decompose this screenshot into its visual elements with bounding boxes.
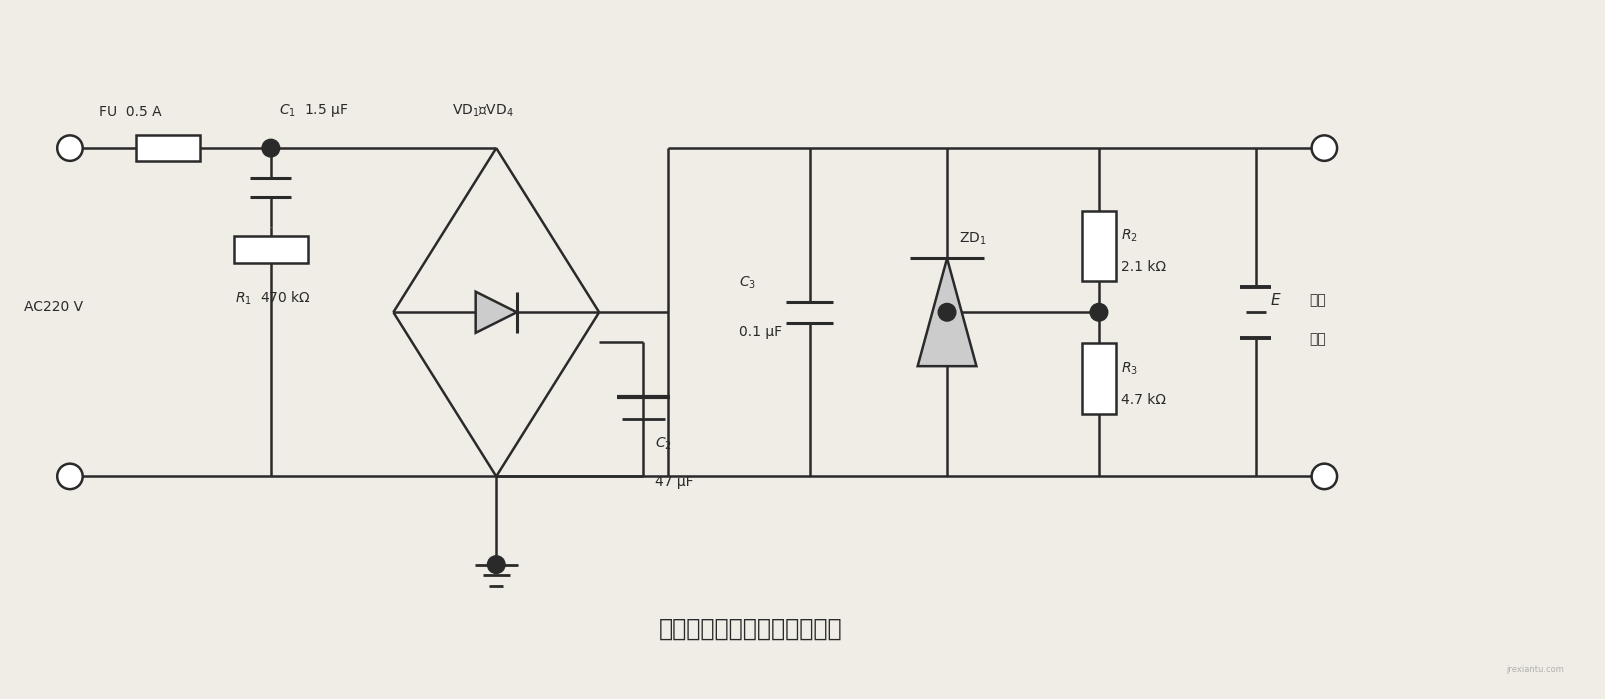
Text: $R_2$: $R_2$ <box>1120 228 1138 244</box>
Text: ZD$_1$: ZD$_1$ <box>958 230 987 247</box>
Bar <box>234 236 308 263</box>
Circle shape <box>262 139 279 157</box>
Text: jrexiantu.com: jrexiantu.com <box>1507 665 1565 675</box>
Text: $R_3$: $R_3$ <box>1120 361 1138 377</box>
Bar <box>1082 210 1115 281</box>
Text: $C_1$  1.5 μF: $C_1$ 1.5 μF <box>279 102 348 119</box>
Text: 电池: 电池 <box>1310 333 1326 347</box>
Text: 4.7 kΩ: 4.7 kΩ <box>1120 394 1165 408</box>
Circle shape <box>58 463 83 489</box>
Text: $C_2$: $C_2$ <box>655 435 672 452</box>
Circle shape <box>58 136 83 161</box>
Circle shape <box>1311 136 1337 161</box>
Text: 充电: 充电 <box>1310 294 1326 308</box>
Text: VD$_1$～VD$_4$: VD$_1$～VD$_4$ <box>453 102 514 119</box>
Bar <box>136 135 199 161</box>
Text: FU  0.5 A: FU 0.5 A <box>100 105 162 119</box>
Circle shape <box>1090 303 1107 321</box>
Text: E: E <box>1271 293 1281 308</box>
Polygon shape <box>918 259 976 366</box>
Bar <box>1082 343 1115 414</box>
Text: $R_1$  470 kΩ: $R_1$ 470 kΩ <box>234 290 311 308</box>
Text: 47 μF: 47 μF <box>655 475 693 489</box>
Circle shape <box>1311 463 1337 489</box>
Polygon shape <box>475 291 517 333</box>
Circle shape <box>939 303 957 321</box>
Circle shape <box>488 556 506 573</box>
Text: AC220 V: AC220 V <box>24 301 83 315</box>
Text: 0.1 μF: 0.1 μF <box>740 325 782 339</box>
Text: $C_3$: $C_3$ <box>740 275 756 291</box>
Text: 简单的锂电池充电器电路原理: 简单的锂电池充电器电路原理 <box>660 617 843 640</box>
Text: 2.1 kΩ: 2.1 kΩ <box>1120 260 1165 274</box>
